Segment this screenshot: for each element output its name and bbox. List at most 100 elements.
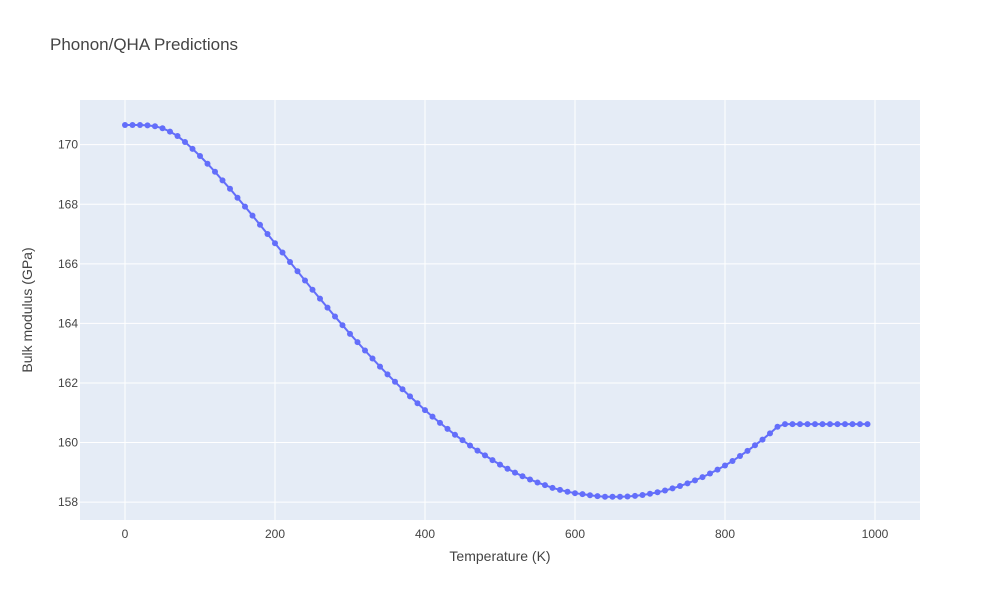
data-point <box>789 421 796 428</box>
data-point <box>189 145 196 152</box>
y-tick-label: 162 <box>58 376 78 390</box>
data-point <box>437 419 443 426</box>
data-point <box>249 212 256 219</box>
data-point <box>459 437 466 444</box>
data-point <box>744 447 751 454</box>
data-point <box>774 423 781 430</box>
data-point <box>579 491 586 498</box>
data-point <box>737 452 743 459</box>
data-point <box>714 466 721 473</box>
data-point <box>204 160 211 167</box>
data-point <box>234 194 241 201</box>
x-axis-title: Temperature (K) <box>449 548 550 564</box>
data-point <box>197 153 203 159</box>
data-point <box>219 177 226 184</box>
data-point <box>422 407 428 414</box>
data-point <box>212 168 218 175</box>
data-point <box>137 122 143 129</box>
data-point <box>624 493 631 500</box>
x-tick-label: 200 <box>265 527 285 541</box>
data-point <box>797 421 803 428</box>
data-point <box>557 486 563 493</box>
data-point <box>849 421 856 428</box>
y-axis-title: Bulk modulus (GPa) <box>19 247 35 372</box>
data-point <box>834 421 841 428</box>
series-line <box>125 124 868 498</box>
data-point <box>467 442 473 449</box>
data-point <box>684 480 691 487</box>
data-point <box>572 490 578 497</box>
data-point <box>324 304 331 311</box>
data-point <box>122 122 128 129</box>
y-tick-label: 166 <box>58 257 78 271</box>
data-point <box>399 386 406 393</box>
data-point <box>489 457 496 464</box>
data-point <box>377 363 383 370</box>
data-point <box>294 268 301 275</box>
data-point <box>639 491 646 498</box>
data-point <box>182 139 188 145</box>
data-point <box>519 473 526 480</box>
data-point <box>767 430 773 437</box>
data-point <box>497 461 503 468</box>
data-point <box>842 421 848 428</box>
x-tick-label: 0 <box>122 527 129 541</box>
data-point <box>167 128 173 135</box>
data-point <box>482 452 488 459</box>
x-tick-label: 400 <box>415 527 435 541</box>
data-point <box>347 330 353 337</box>
y-tick-label: 158 <box>58 495 78 509</box>
data-point <box>272 240 278 247</box>
data-point <box>159 125 166 132</box>
data-point <box>804 421 811 428</box>
data-point <box>669 485 676 492</box>
x-axis-ticks: 0 200 400 600 800 1000 <box>122 527 889 541</box>
x-tick-label: 800 <box>715 527 735 541</box>
data-point <box>242 203 248 210</box>
data-point <box>392 378 398 385</box>
series-layer <box>122 122 871 500</box>
y-axis-ticks: 158 160 162 164 166 168 170 <box>58 138 78 509</box>
data-point <box>827 421 833 428</box>
x-tick-label: 600 <box>565 527 585 541</box>
data-point <box>332 313 338 320</box>
data-point <box>699 474 706 481</box>
y-tick-label: 170 <box>58 138 78 152</box>
data-point <box>512 469 518 476</box>
data-point <box>602 493 608 500</box>
data-point <box>609 493 616 500</box>
data-point <box>534 479 541 486</box>
data-point <box>594 493 601 500</box>
data-point <box>549 484 556 491</box>
data-point <box>782 421 788 428</box>
data-point <box>647 490 653 497</box>
data-point <box>759 436 766 443</box>
data-point <box>309 286 316 293</box>
data-point <box>129 122 136 129</box>
data-point <box>474 447 481 454</box>
data-point <box>302 277 308 284</box>
data-point <box>864 421 871 428</box>
data-point <box>564 488 571 495</box>
data-point <box>174 133 181 140</box>
data-point <box>662 487 668 494</box>
data-point <box>264 231 271 238</box>
data-point <box>354 339 361 346</box>
data-point <box>227 185 233 192</box>
data-point <box>407 393 413 400</box>
data-point <box>587 492 593 499</box>
data-point <box>692 477 698 484</box>
y-tick-label: 168 <box>58 197 78 211</box>
chart-title: Phonon/QHA Predictions <box>50 35 238 54</box>
data-point <box>654 489 661 496</box>
data-point <box>504 465 511 472</box>
data-point <box>677 483 683 490</box>
data-point <box>287 259 293 266</box>
data-point <box>752 442 758 449</box>
data-point <box>429 413 436 420</box>
data-point <box>144 122 151 129</box>
data-point <box>617 493 623 500</box>
data-point <box>729 458 736 465</box>
data-point <box>279 249 286 256</box>
